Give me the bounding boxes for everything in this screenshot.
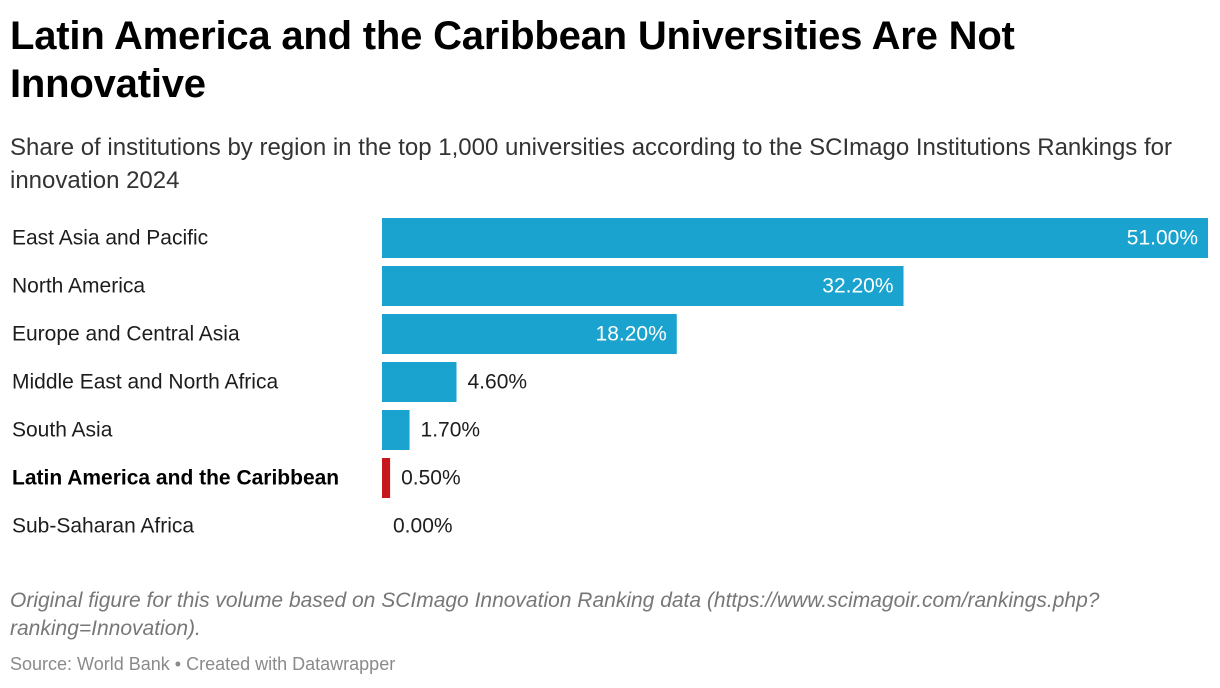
value-label-south-asia: 1.70% <box>421 419 481 442</box>
bar-chart: East Asia and Pacific 51.00% North America… <box>0 210 1220 550</box>
category-label-europe-and-central-asia: Europe and Central Asia <box>12 323 240 346</box>
bar-chart-svg: East Asia and Pacific 51.00% North America… <box>12 218 1208 538</box>
category-label-east-asia-and-pacific: East Asia and Pacific <box>12 227 208 250</box>
bar-europe-and-central-asia <box>382 314 677 354</box>
category-label-north-america: North America <box>12 275 145 298</box>
category-label-latin-america-and-the-caribbean: Latin America and the Caribbean <box>12 467 339 490</box>
footer-separator: • <box>174 654 182 674</box>
bar-north-america <box>382 266 904 306</box>
value-label-sub-saharan-africa: 0.00% <box>393 515 453 538</box>
chart-notes: Original figure for this volume based on… <box>10 589 1100 640</box>
category-label-middle-east-and-north-africa: Middle East and North Africa <box>12 371 278 394</box>
category-label-south-asia: South Asia <box>12 419 113 442</box>
category-label-sub-saharan-africa: Sub-Saharan Africa <box>12 515 194 538</box>
value-label-europe-and-central-asia: 18.20% <box>596 323 667 346</box>
source-text: Source: World Bank <box>10 654 170 674</box>
chart-footer: Source: World Bank • Created with Datawr… <box>10 652 395 676</box>
value-label-latin-america-and-the-caribbean: 0.50% <box>401 467 461 490</box>
bar-east-asia-and-pacific <box>382 218 1208 258</box>
chart-subtitle: Share of institutions by region in the t… <box>10 134 1172 194</box>
bar-south-asia <box>382 410 410 450</box>
bar-latin-america-and-the-caribbean <box>382 458 391 498</box>
value-label-north-america: 32.20% <box>822 275 893 298</box>
chart-title: Latin America and the Caribbean Universi… <box>10 14 1015 106</box>
credit-text: Created with Datawrapper <box>186 654 396 674</box>
bar-middle-east-and-north-africa <box>382 362 457 402</box>
value-label-east-asia-and-pacific: 51.00% <box>1127 227 1198 250</box>
value-label-middle-east-and-north-africa: 4.60% <box>468 371 528 394</box>
